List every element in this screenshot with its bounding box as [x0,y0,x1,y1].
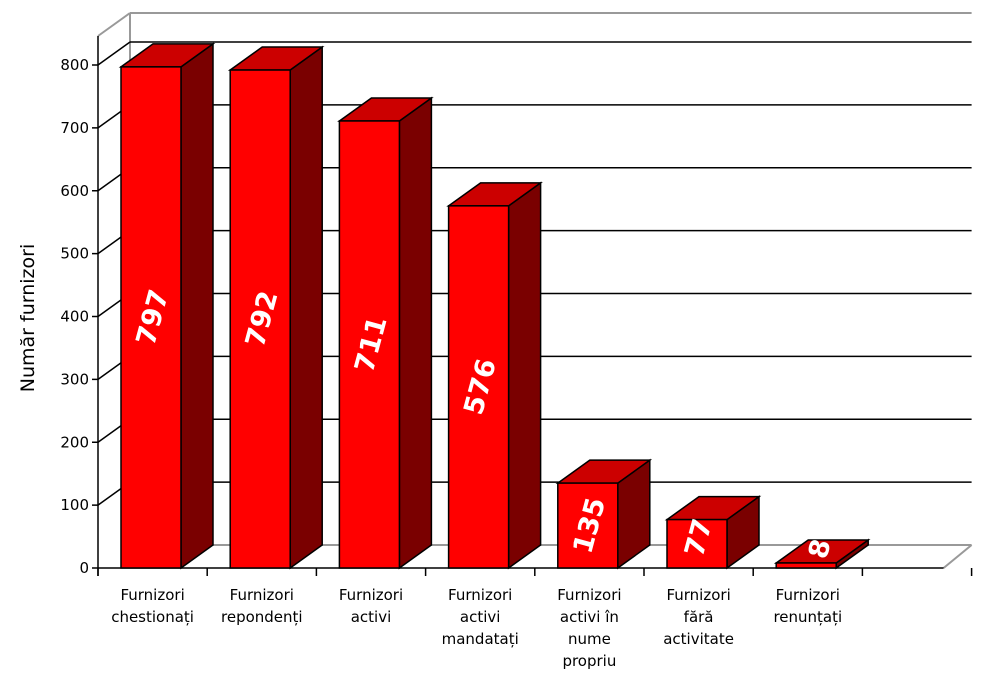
bar-front [120,66,182,569]
y-tick-label: 300 [60,370,89,388]
x-category-label: Furnizori repondenți [221,586,303,626]
bar-5: 135 [555,458,653,570]
y-tick-label: 600 [60,182,89,200]
side-wall-top [97,12,131,37]
bar-3: 711 [337,96,434,570]
floor-right-edge [942,544,973,569]
y-tick-label: 700 [60,119,89,137]
x-category-label: Furnizori renunțați [773,586,842,626]
bar-2: 792 [227,45,325,570]
x-category-label: Furnizori activi [339,586,403,626]
bar-front [557,482,619,569]
y-tick-label: 400 [60,308,89,326]
bar-front [775,562,837,569]
x-category-label: Furnizori activi mandatați [442,586,519,648]
bar-front [666,518,728,569]
bar-side [507,181,542,570]
y-tick-label: 500 [60,245,89,263]
x-category-label: Furnizori chestionați [111,586,194,626]
bar-7: 8 [773,536,871,570]
y-axis-title: Număr furnizori [17,244,39,392]
bar-front [338,120,401,569]
bar-1: 797 [118,42,216,570]
bar-side [289,45,323,570]
bar-front [229,69,291,569]
y-tick-label: 200 [60,433,89,451]
gridline-side [97,41,131,66]
y-tick-label: 0 [79,559,89,577]
y-tick-label: 800 [60,56,89,74]
bar-side [398,96,433,570]
x-category-label: Furnizori activi în nume propriu [557,586,621,670]
bar-4: 576 [446,181,543,570]
bar-6: 77 [664,495,762,570]
x-category-label: Furnizori fără activitate [663,586,734,648]
bar-side [180,42,214,570]
bar-front [447,205,510,569]
y-tick-label: 100 [60,496,89,514]
